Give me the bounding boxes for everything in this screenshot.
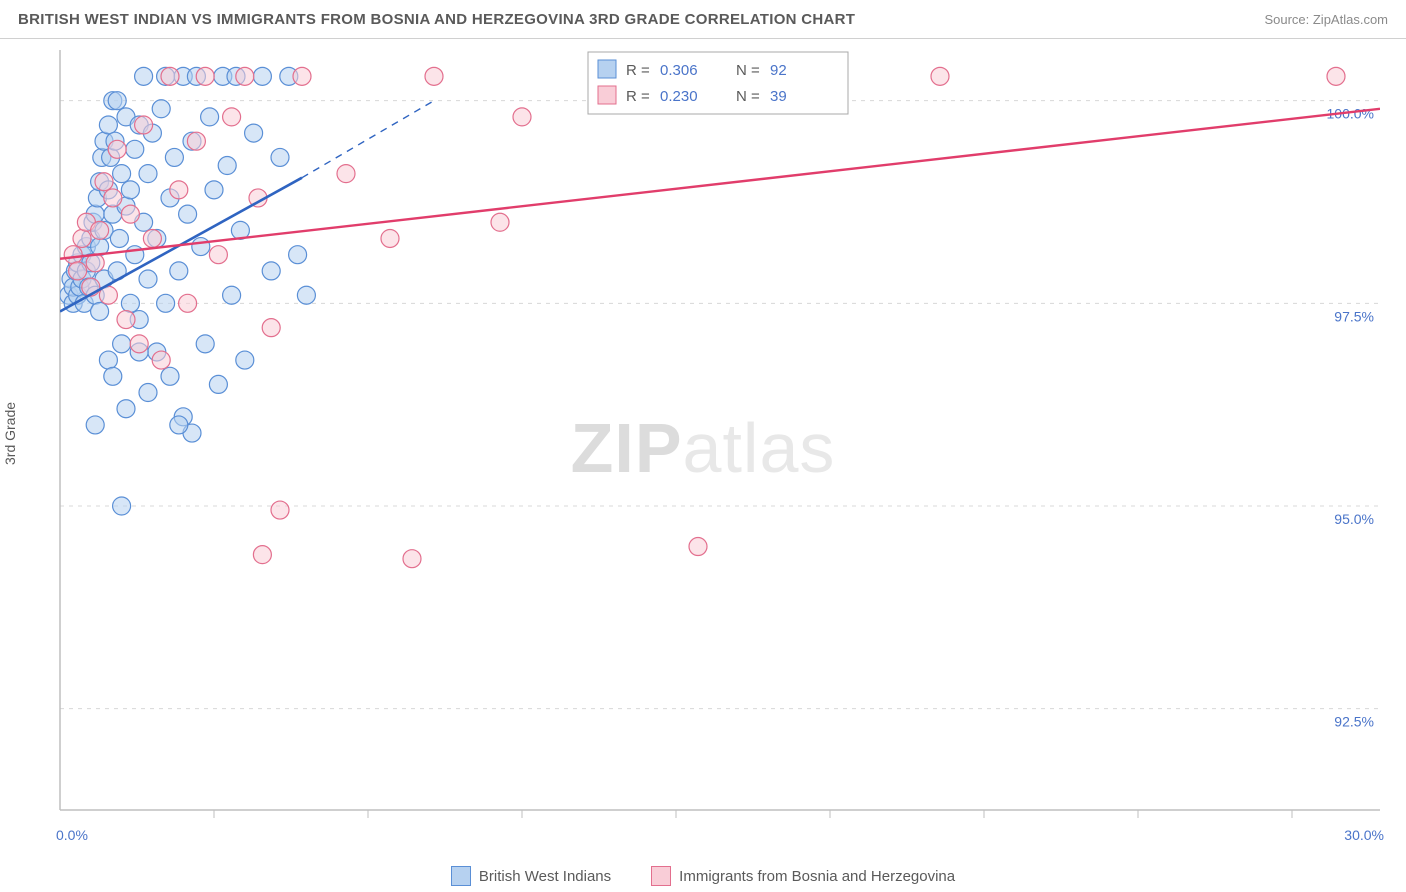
legend-label: British West Indians: [479, 868, 611, 885]
svg-text:95.0%: 95.0%: [1334, 511, 1374, 527]
legend-item-bwi: British West Indians: [451, 866, 611, 886]
legend-item-bosnia: Immigrants from Bosnia and Herzegovina: [651, 866, 955, 886]
svg-text:92: 92: [770, 62, 787, 79]
svg-text:N =: N =: [736, 62, 760, 79]
svg-text:39: 39: [770, 88, 787, 105]
bottom-legend: British West Indians Immigrants from Bos…: [0, 866, 1406, 886]
svg-text:N =: N =: [736, 88, 760, 105]
svg-text:0.0%: 0.0%: [56, 827, 88, 843]
svg-text:30.0%: 30.0%: [1344, 827, 1384, 843]
chart-area: 3rd Grade ZIPatlas 92.5%95.0%97.5%100.0%…: [0, 38, 1406, 892]
legend-label: Immigrants from Bosnia and Herzegovina: [679, 868, 955, 885]
svg-text:0.306: 0.306: [660, 62, 698, 79]
chart-header: BRITISH WEST INDIAN VS IMMIGRANTS FROM B…: [0, 0, 1406, 39]
legend-swatch: [651, 866, 671, 886]
y-axis-label: 3rd Grade: [2, 402, 18, 465]
svg-text:97.5%: 97.5%: [1334, 308, 1374, 324]
svg-text:R =: R =: [626, 88, 650, 105]
scatter-chart: 92.5%95.0%97.5%100.0%0.0%30.0%R =0.306N …: [0, 38, 1406, 848]
chart-source: Source: ZipAtlas.com: [1264, 12, 1388, 27]
svg-text:0.230: 0.230: [660, 88, 698, 105]
svg-text:92.5%: 92.5%: [1334, 714, 1374, 730]
svg-text:R =: R =: [626, 62, 650, 79]
chart-title: BRITISH WEST INDIAN VS IMMIGRANTS FROM B…: [18, 11, 855, 28]
legend-swatch: [451, 866, 471, 886]
